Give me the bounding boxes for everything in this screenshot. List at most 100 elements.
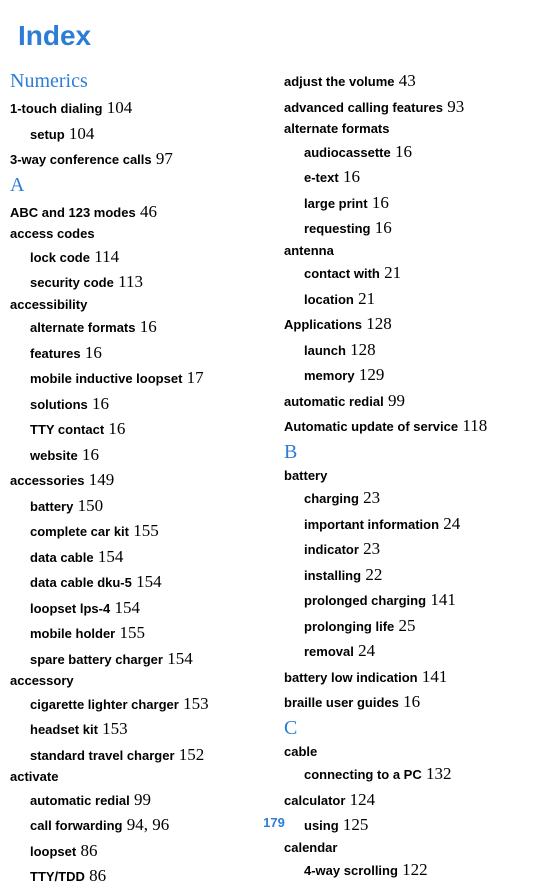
entry-text: important information	[304, 517, 439, 532]
entry-page: 21	[380, 263, 401, 282]
entry-page: 129	[355, 365, 385, 384]
index-entry: launch 128	[304, 337, 538, 363]
entry-page: 86	[85, 866, 106, 885]
index-entry: battery 150	[30, 493, 264, 519]
entry-text: ABC and 123 modes	[10, 205, 136, 220]
index-entry: TTY/TDD 86	[30, 863, 264, 889]
index-entry: activate	[10, 767, 264, 787]
entry-page: 155	[129, 521, 159, 540]
index-entry: e-text 16	[304, 164, 538, 190]
entry-page: 125	[339, 815, 369, 834]
index-entry: automatic redial 99	[284, 388, 538, 414]
index-entry: advanced calling features 93	[284, 94, 538, 120]
entry-page: 113	[114, 272, 143, 291]
entry-page: 141	[426, 590, 456, 609]
entry-text: removal	[304, 644, 354, 659]
section-header: C	[284, 717, 538, 740]
index-entry: prolonging life 25	[304, 613, 538, 639]
entry-text: accessories	[10, 473, 84, 488]
entry-page: 23	[359, 539, 380, 558]
entry-text: solutions	[30, 397, 88, 412]
entry-text: braille user guides	[284, 695, 399, 710]
entry-text: prolonging life	[304, 619, 394, 634]
entry-page: 16	[88, 394, 109, 413]
index-entry: removal 24	[304, 638, 538, 664]
entry-text: calendar	[284, 840, 337, 855]
entry-text: TTY/TDD	[30, 869, 85, 884]
entry-text: accessibility	[10, 297, 87, 312]
entry-text: 1-touch dialing	[10, 101, 102, 116]
right-column: adjust the volume 43advanced calling fea…	[284, 68, 538, 889]
entry-page: 152	[175, 745, 205, 764]
entry-text: activate	[10, 769, 58, 784]
entry-text: using	[304, 818, 339, 833]
index-entry: solutions 16	[30, 391, 264, 417]
index-entry: headset kit 153	[30, 716, 264, 742]
entry-text: headset kit	[30, 722, 98, 737]
entry-page: 16	[399, 692, 420, 711]
section-header: A	[10, 174, 264, 197]
entry-text: standard travel charger	[30, 748, 175, 763]
index-entry: cigarette lighter charger 153	[30, 691, 264, 717]
index-entry: alternate formats	[284, 119, 538, 139]
index-entry: standard travel charger 152	[30, 742, 264, 768]
index-entry: accessory	[10, 671, 264, 691]
entry-text: battery	[284, 468, 327, 483]
entry-text: spare battery charger	[30, 652, 163, 667]
entry-page: 86	[76, 841, 97, 860]
index-entry: accessibility	[10, 295, 264, 315]
entry-text: connecting to a PC	[304, 767, 422, 782]
section-header: Numerics	[10, 70, 264, 93]
entry-page: 114	[90, 247, 119, 266]
index-columns: Numerics1-touch dialing 104setup 1043-wa…	[10, 68, 538, 889]
entry-page: 150	[73, 496, 103, 515]
entry-page: 141	[418, 667, 448, 686]
index-entry: access codes	[10, 224, 264, 244]
section-header: B	[284, 441, 538, 464]
index-entry: features 16	[30, 340, 264, 366]
index-entry: indicator 23	[304, 536, 538, 562]
entry-text: alternate formats	[284, 121, 389, 136]
index-entry: automatic redial 99	[30, 787, 264, 813]
index-entry: loopset 86	[30, 838, 264, 864]
entry-text: loopset lps-4	[30, 601, 110, 616]
entry-page: 43	[395, 71, 416, 90]
entry-page: 16	[78, 445, 99, 464]
index-entry: braille user guides 16	[284, 689, 538, 715]
index-entry: website 16	[30, 442, 264, 468]
entry-page: 16	[370, 218, 391, 237]
index-entry: mobile inductive loopset 17	[30, 365, 264, 391]
entry-page: 94, 96	[122, 815, 169, 834]
entry-text: memory	[304, 368, 355, 383]
entry-text: battery low indication	[284, 670, 418, 685]
entry-page: 17	[182, 368, 203, 387]
index-entry: antenna	[284, 241, 538, 261]
index-entry: memory 129	[304, 362, 538, 388]
entry-page: 22	[361, 565, 382, 584]
entry-text: contact with	[304, 266, 380, 281]
entry-text: installing	[304, 568, 361, 583]
entry-text: cigarette lighter charger	[30, 697, 179, 712]
index-entry: call forwarding 94, 96	[30, 812, 264, 838]
entry-page: 46	[136, 202, 157, 221]
entry-text: advanced calling features	[284, 100, 443, 115]
entry-page: 154	[163, 649, 193, 668]
entry-text: 4-way scrolling	[304, 863, 398, 878]
entry-page: 154	[94, 547, 124, 566]
entry-page: 24	[439, 514, 460, 533]
index-entry: calculator 124	[284, 787, 538, 813]
entry-text: call forwarding	[30, 818, 122, 833]
entry-page: 16	[135, 317, 156, 336]
entry-text: prolonged charging	[304, 593, 426, 608]
entry-text: accessory	[10, 673, 74, 688]
entry-text: 3-way conference calls	[10, 152, 152, 167]
entry-page: 153	[98, 719, 128, 738]
entry-page: 124	[345, 790, 375, 809]
entry-page: 118	[458, 416, 487, 435]
entry-page: 97	[152, 149, 173, 168]
index-entry: connecting to a PC 132	[304, 761, 538, 787]
entry-text: launch	[304, 343, 346, 358]
entry-page: 99	[130, 790, 151, 809]
index-entry: audiocassette 16	[304, 139, 538, 165]
entry-page: 93	[443, 97, 464, 116]
